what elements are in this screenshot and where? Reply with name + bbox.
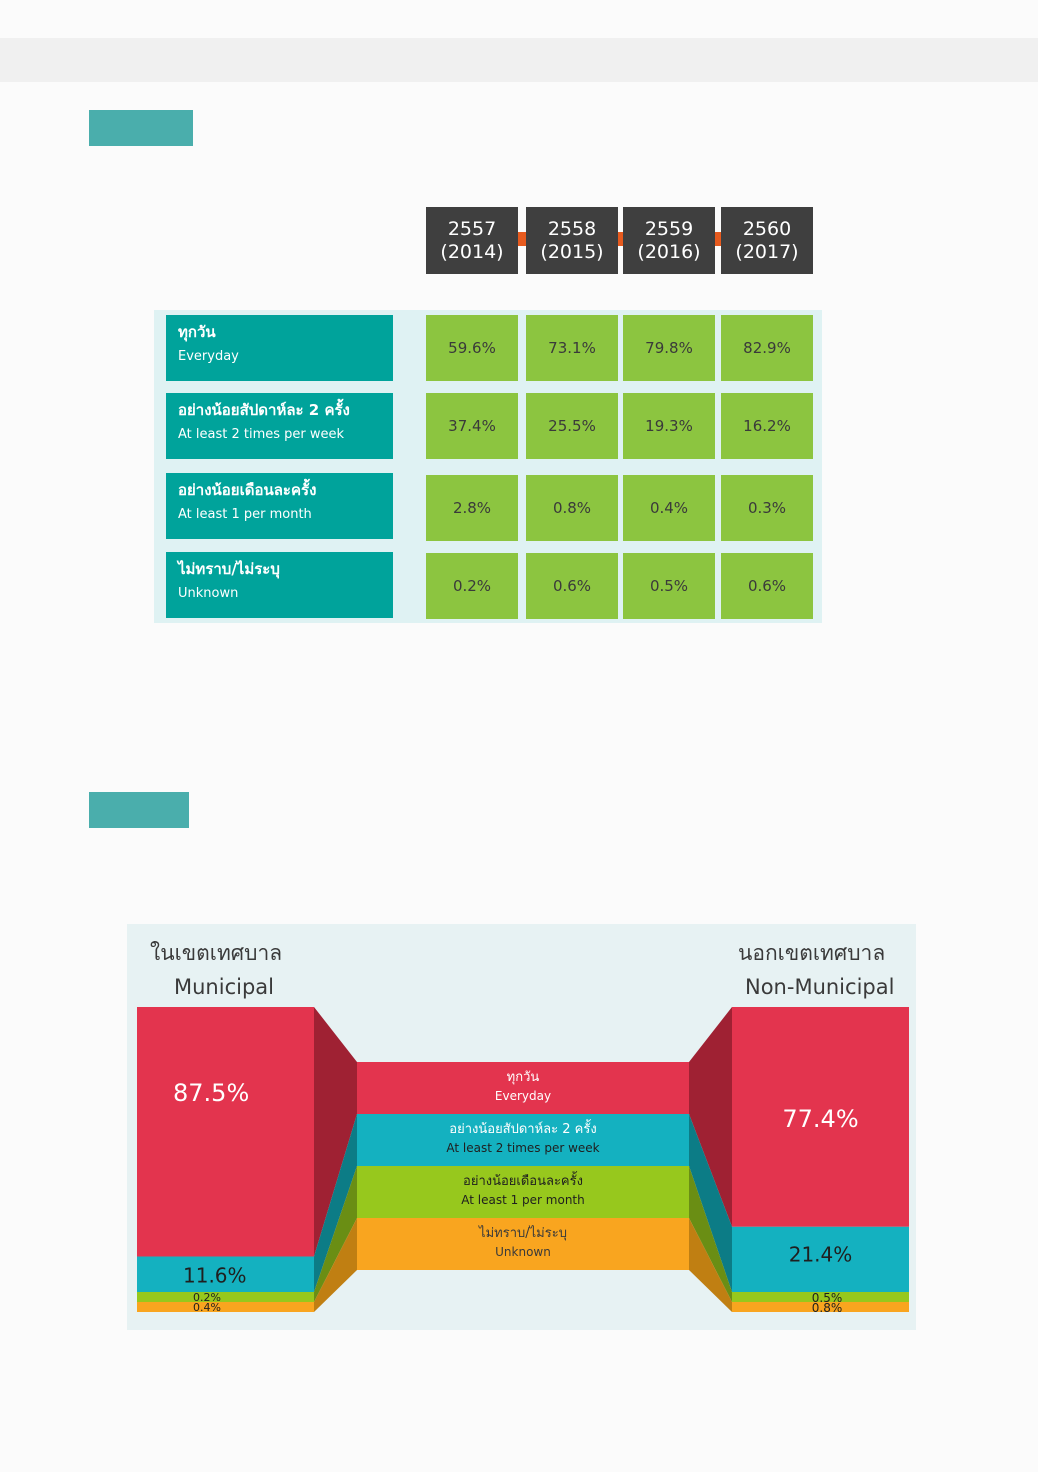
row-label-twice-week: อย่างน้อยสัปดาห์ละ 2 ครั้ง At least 2 ti… <box>166 393 393 459</box>
year-header-2560: 2560 (2017) <box>721 207 813 274</box>
legend-band-everyday <box>357 1062 689 1114</box>
legend-label-th: ไม่ทราบ/ไม่ระบุ <box>478 1225 567 1241</box>
year-th: 2560 <box>742 217 792 240</box>
legend-label-th: อย่างน้อยเดือนละครั้ง <box>463 1171 583 1189</box>
table-cell: 0.6% <box>721 553 813 619</box>
row-label-en: Everyday <box>178 349 239 364</box>
row-label-everyday: ทุกวัน Everyday <box>166 315 393 381</box>
table-cell: 2.8% <box>426 475 518 541</box>
legend-band-twice_week <box>357 1114 689 1166</box>
table-cell: 0.8% <box>526 475 618 541</box>
legend-label-en: At least 1 per month <box>461 1193 585 1207</box>
connector-left-unknown <box>314 1218 357 1312</box>
table-cell: 0.2% <box>426 553 518 619</box>
year-header-2557: 2557 (2014) <box>426 207 518 274</box>
bar-non-municipal-twice_week <box>732 1226 909 1292</box>
row-label-en: At least 1 per month <box>178 507 312 522</box>
legend-label-en: Everyday <box>495 1089 551 1103</box>
municipal-title-en: Municipal <box>174 975 274 999</box>
row-label-th: ทุกวัน <box>178 323 216 341</box>
non-municipal-title-th: นอกเขตเทศบาล <box>738 941 886 965</box>
row-label-once-month: อย่างน้อยเดือนละครั้ง At least 1 per mon… <box>166 473 393 539</box>
section-tag-2 <box>89 792 189 828</box>
year-connector <box>715 232 723 246</box>
table-cell: 19.3% <box>623 393 715 459</box>
data-label-non-municipal-once-month: 0.5% <box>812 1291 843 1305</box>
table-cell: 0.3% <box>721 475 813 541</box>
table-cell: 37.4% <box>426 393 518 459</box>
table-cell: 0.6% <box>526 553 618 619</box>
bar-municipal-unknown <box>137 1302 314 1312</box>
connector-right-once_month <box>689 1166 732 1302</box>
row-label-th: อย่างน้อยสัปดาห์ละ 2 ครั้ง <box>178 401 350 419</box>
table-cell: 16.2% <box>721 393 813 459</box>
row-label-unknown: ไม่ทราบ/ไม่ระบุ Unknown <box>166 552 393 618</box>
data-label-municipal-unknown: 0.4% <box>193 1301 221 1314</box>
bar-non-municipal-unknown <box>732 1302 909 1312</box>
year-en: (2015) <box>540 240 604 263</box>
table-cell: 0.5% <box>623 553 715 619</box>
data-label-non-municipal-everyday: 77.4% <box>782 1105 858 1133</box>
bar-non-municipal-once_month <box>732 1292 909 1302</box>
year-header-2559: 2559 (2016) <box>623 207 715 274</box>
legend-label-en: Unknown <box>495 1245 551 1259</box>
legend-band-unknown <box>357 1218 689 1270</box>
data-label-municipal-once-month: 0.2% <box>193 1291 221 1304</box>
data-label-municipal-twice-week: 11.6% <box>183 1263 247 1287</box>
year-en: (2017) <box>735 240 799 263</box>
municipal-flow-chart: ทุกวัน Everyday อย่างน้อยสัปดาห์ละ 2 ครั้ง… <box>137 1007 909 1315</box>
connector-right-twice_week <box>689 1114 732 1292</box>
legend-label-th: อย่างน้อยสัปดาห์ละ 2 ครั้ง <box>449 1119 596 1137</box>
legend-band-once_month <box>357 1166 689 1218</box>
row-label-th: ไม่ทราบ/ไม่ระบุ <box>178 560 280 578</box>
connector-left-twice_week <box>314 1114 357 1292</box>
year-th: 2557 <box>447 217 497 240</box>
bar-municipal-everyday <box>137 1007 314 1257</box>
connector-left-everyday <box>314 1007 357 1257</box>
connector-left-once_month <box>314 1166 357 1302</box>
bar-municipal-twice_week <box>137 1256 314 1292</box>
year-th: 2558 <box>547 217 597 240</box>
row-label-en: At least 2 times per week <box>178 427 345 442</box>
year-connector <box>518 232 526 246</box>
bar-non-municipal-everyday <box>732 1007 909 1227</box>
table-cell: 59.6% <box>426 315 518 381</box>
bar-municipal-once_month <box>137 1292 314 1302</box>
row-label-en: Unknown <box>178 586 239 601</box>
non-municipal-title-en: Non-Municipal <box>745 975 895 999</box>
data-label-non-municipal-unknown: 0.8% <box>812 1301 843 1315</box>
year-header-2558: 2558 (2015) <box>526 207 618 274</box>
table-cell: 0.4% <box>623 475 715 541</box>
section-tag-1 <box>89 110 193 146</box>
table-cell: 82.9% <box>721 315 813 381</box>
data-label-municipal-everyday: 87.5% <box>173 1079 249 1107</box>
row-label-th: อย่างน้อยเดือนละครั้ง <box>178 481 317 499</box>
connector-right-unknown <box>689 1218 732 1312</box>
table-cell: 79.8% <box>623 315 715 381</box>
legend-label-th: ทุกวัน <box>507 1070 540 1085</box>
year-en: (2016) <box>637 240 701 263</box>
year-connector <box>618 232 626 246</box>
year-en: (2014) <box>440 240 504 263</box>
legend-label-en: At least 2 times per week <box>446 1141 599 1155</box>
table-cell: 25.5% <box>526 393 618 459</box>
year-th: 2559 <box>644 217 694 240</box>
connector-right-everyday <box>689 1007 732 1227</box>
table-cell: 73.1% <box>526 315 618 381</box>
data-label-non-municipal-twice-week: 21.4% <box>789 1242 853 1266</box>
top-band <box>0 38 1038 82</box>
municipal-title-th: ในเขตเทศบาล <box>150 941 283 965</box>
